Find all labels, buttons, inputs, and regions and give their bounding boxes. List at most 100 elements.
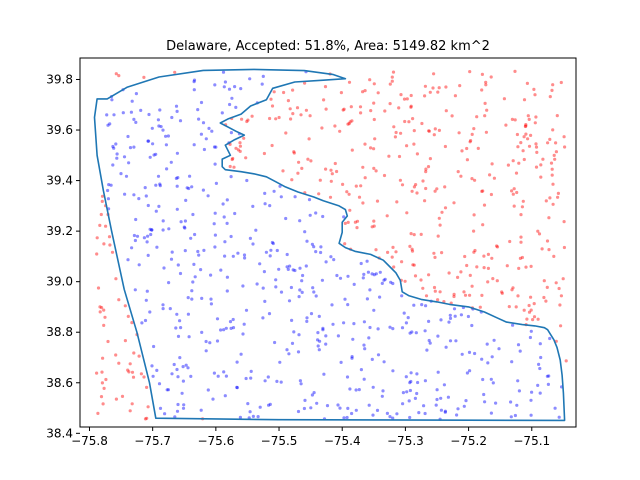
rejected-point [480,189,484,193]
rejected-point [100,199,104,203]
rejected-point [514,171,519,175]
accepted-point [199,132,203,136]
accepted-point [410,330,414,334]
accepted-point [208,341,212,345]
rejected-point [130,370,135,374]
rejected-point [524,132,528,136]
rejected-point [361,165,365,169]
accepted-point [510,323,515,327]
accepted-point [420,303,424,307]
rejected-point [347,192,351,196]
accepted-point [229,326,233,330]
rejected-point [551,128,555,132]
accepted-point [202,147,206,152]
rejected-point [399,93,403,97]
accepted-point [108,122,112,126]
accepted-point [401,402,405,406]
accepted-point [233,211,237,216]
rejected-point [318,178,322,182]
accepted-point [161,303,165,307]
accepted-point [346,274,350,278]
rejected-point [410,249,415,253]
accepted-point [406,316,410,320]
rejected-point [437,128,441,132]
rejected-point [453,94,457,98]
rejected-point [132,351,136,355]
rejected-point [369,109,373,113]
rejected-point [495,279,499,283]
rejected-point [284,131,288,135]
rejected-point [98,223,102,227]
rejected-point [123,339,127,343]
rejected-point [290,178,294,182]
rejected-point [532,87,536,91]
accepted-point [148,310,152,314]
rejected-point [519,235,523,239]
accepted-point [161,228,165,232]
accepted-point [443,409,447,413]
accepted-point [263,299,267,303]
accepted-point [225,289,229,293]
accepted-point [197,253,201,257]
rejected-point [526,137,530,141]
accepted-point [210,129,214,133]
accepted-point [352,282,356,286]
accepted-point [204,137,208,141]
rejected-point [370,225,374,229]
rejected-point [522,135,526,139]
accepted-point [285,348,289,352]
accepted-point [459,313,463,317]
y-tick-label: 39.2 [46,224,73,238]
accepted-point [297,295,301,299]
plot-frame [79,57,577,428]
accepted-point [161,307,165,311]
accepted-point [400,294,404,298]
rejected-point [413,274,418,278]
accepted-point [212,371,216,375]
accepted-point [408,331,412,335]
accepted-point [362,343,366,347]
rejected-point [483,114,487,118]
rejected-point [99,395,104,399]
accepted-point [300,290,304,294]
rejected-point [450,114,454,118]
accepted-point [266,375,270,379]
accepted-point [296,409,301,414]
rejected-point [104,377,108,382]
rejected-point [556,191,561,195]
accepted-point [383,277,387,281]
accepted-point [192,262,196,266]
accepted-point [292,330,296,334]
accepted-point [202,248,206,252]
rejected-point [559,324,563,328]
accepted-point [169,257,174,261]
accepted-point [133,238,137,243]
accepted-point [169,160,173,164]
accepted-point [115,152,119,156]
rejected-point [514,305,518,309]
accepted-point [318,339,322,343]
rejected-point [232,165,236,169]
rejected-point [527,117,531,121]
accepted-point [111,163,115,167]
accepted-point [354,408,358,412]
accepted-point [530,390,534,394]
accepted-point [130,246,134,250]
rejected-point [443,144,447,149]
accepted-point [352,322,356,326]
accepted-point [439,396,443,400]
accepted-point [427,338,431,343]
rejected-point [308,114,312,118]
accepted-point [515,403,519,407]
accepted-point [145,240,149,244]
accepted-point [389,280,393,284]
accepted-point [251,242,255,246]
rejected-point [114,397,118,401]
rejected-point [272,90,276,94]
accepted-point [307,198,312,202]
rejected-point [436,298,440,302]
accepted-point [346,406,350,410]
accepted-point [251,204,255,208]
rejected-point [303,81,307,85]
accepted-point [408,415,412,420]
